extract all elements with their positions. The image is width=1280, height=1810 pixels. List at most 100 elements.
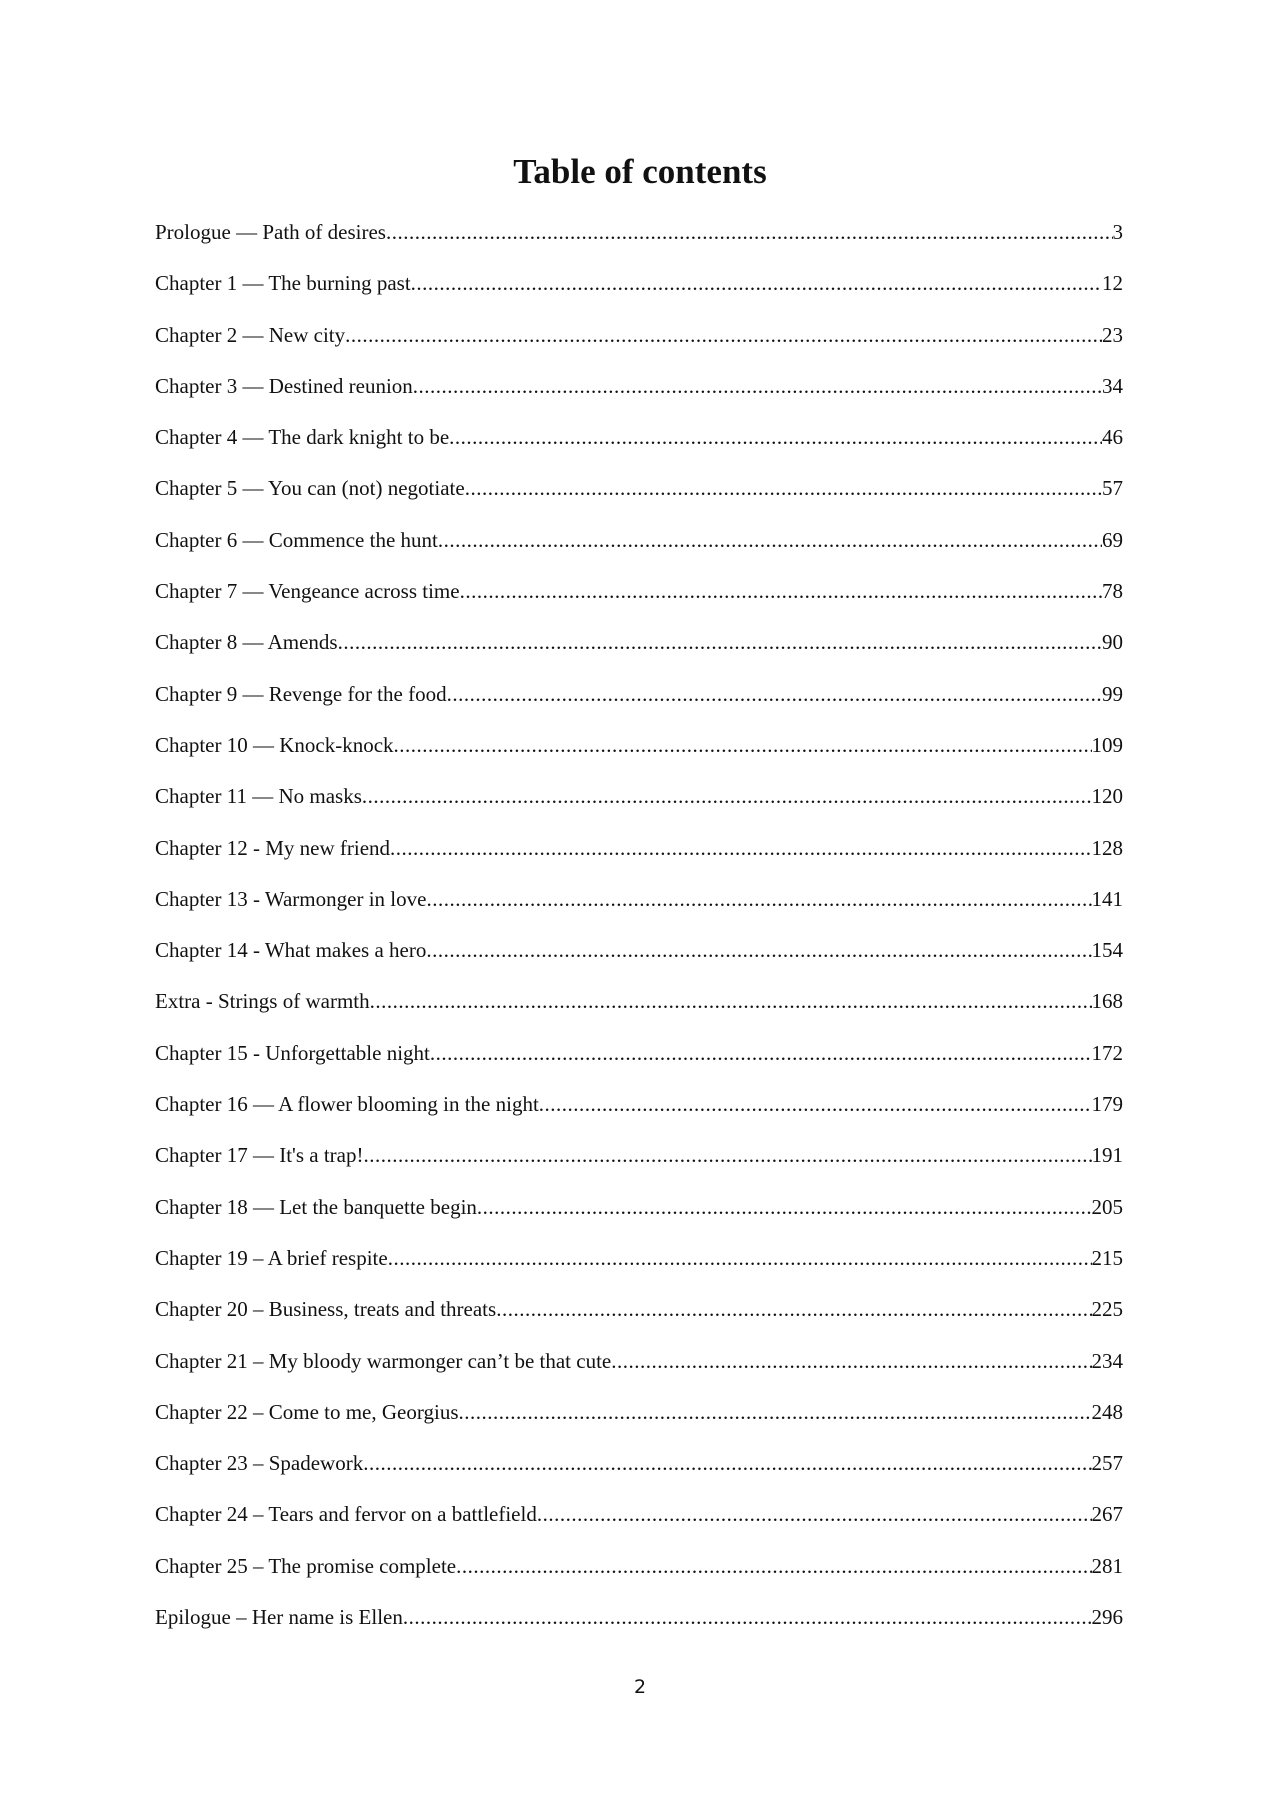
toc-entry[interactable]: Chapter 4 — The dark knight to be 46 — [155, 425, 1123, 476]
toc-entry-page: 168 — [1091, 989, 1124, 1014]
dot-leader — [394, 733, 1092, 758]
dot-leader — [363, 1143, 1091, 1168]
toc-entry[interactable]: Chapter 13 - Warmonger in love 141 — [155, 887, 1123, 938]
toc-entry[interactable]: Chapter 21 – My bloody warmonger can’t b… — [155, 1349, 1123, 1400]
toc-entry-page: 109 — [1091, 732, 1124, 757]
toc-entry[interactable]: Chapter 19 – A brief respite 215 — [155, 1246, 1123, 1297]
toc-entry-page: 57 — [1102, 476, 1123, 501]
toc-entry-page: 191 — [1091, 1143, 1124, 1168]
toc-entry-label: Chapter 6 — Commence the hunt — [155, 527, 438, 552]
dot-leader — [388, 1246, 1092, 1271]
toc-entry-label: Extra - Strings of warmth — [155, 989, 370, 1014]
toc-entry-page: 234 — [1091, 1348, 1124, 1373]
toc-entry[interactable]: Chapter 1 — The burning past 12 — [155, 271, 1123, 322]
dot-leader — [363, 1451, 1091, 1476]
toc-entry-page: 78 — [1102, 579, 1123, 604]
toc-entry-page: 205 — [1091, 1194, 1124, 1219]
dot-leader — [456, 1554, 1091, 1579]
toc-entry[interactable]: Chapter 12 - My new friend 128 — [155, 836, 1123, 887]
toc-entry-label: Chapter 13 - Warmonger in love — [155, 886, 427, 911]
toc-entry-label: Chapter 11 — No masks — [155, 784, 362, 809]
toc-entry-page: 257 — [1091, 1451, 1124, 1476]
toc-entry-label: Chapter 8 — Amends — [155, 630, 338, 655]
toc-entry[interactable]: Chapter 8 — Amends 90 — [155, 630, 1123, 681]
toc-entry-label: Chapter 23 – Spadework — [155, 1451, 364, 1476]
dot-leader — [460, 579, 1102, 604]
toc-entry[interactable]: Chapter 14 - What makes a hero 154 — [155, 938, 1123, 989]
toc-entry-page: 172 — [1091, 1040, 1124, 1065]
toc-entry-label: Chapter 12 - My new friend — [155, 835, 391, 860]
toc-entry[interactable]: Chapter 18 — Let the banquette begin 205 — [155, 1195, 1123, 1246]
dot-leader — [426, 887, 1091, 912]
toc-entry[interactable]: Chapter 24 – Tears and fervor on a battl… — [155, 1502, 1123, 1553]
dot-leader — [370, 989, 1092, 1014]
toc-entry-page: 46 — [1102, 425, 1123, 450]
page-title: Table of contents — [513, 152, 767, 191]
toc-entry-page: 23 — [1102, 322, 1123, 347]
toc-entry[interactable]: Chapter 25 – The promise complete 281 — [155, 1554, 1123, 1605]
toc-entry-label: Chapter 4 — The dark knight to be — [155, 425, 450, 450]
toc-entry-page: 296 — [1091, 1605, 1124, 1630]
toc-entry-label: Chapter 9 — Revenge for the food — [155, 681, 447, 706]
dot-leader — [611, 1349, 1091, 1374]
toc-entry-label: Chapter 3 — Destined reunion — [155, 373, 413, 398]
toc-entry-label: Chapter 7 — Vengeance across time — [155, 579, 460, 604]
toc-entry-label: Chapter 22 – Come to me, Georgius — [155, 1399, 459, 1424]
toc-entry-page: 128 — [1091, 835, 1124, 860]
toc-entry[interactable]: Chapter 20 – Business, treats and threat… — [155, 1297, 1123, 1348]
toc-entry-page: 34 — [1102, 373, 1123, 398]
toc-entry[interactable]: Chapter 5 — You can (not) negotiate 57 — [155, 476, 1123, 527]
dot-leader — [539, 1092, 1092, 1117]
toc-entry-label: Chapter 15 - Unforgettable night — [155, 1040, 430, 1065]
toc-entry-label: Chapter 25 – The promise complete — [155, 1553, 457, 1578]
toc-entry-page: 248 — [1091, 1399, 1124, 1424]
toc-entry[interactable]: Chapter 23 – Spadework 257 — [155, 1451, 1123, 1502]
toc-entry-page: 12 — [1102, 271, 1123, 296]
toc-entry-page: 99 — [1102, 681, 1123, 706]
toc-entry[interactable]: Chapter 3 — Destined reunion 34 — [155, 374, 1123, 425]
page-number: 2 — [633, 1676, 647, 1698]
dot-leader — [447, 682, 1102, 707]
toc-entry-page: 3 — [1112, 220, 1124, 244]
dot-leader — [403, 1605, 1092, 1630]
toc-entry[interactable]: Chapter 7 — Vengeance across time 78 — [155, 579, 1123, 630]
toc-entry[interactable]: Prologue — Path of desires 3 — [155, 220, 1123, 271]
dot-leader — [465, 476, 1102, 501]
dot-leader — [390, 836, 1091, 861]
dot-leader — [537, 1502, 1092, 1527]
toc-entry[interactable]: Chapter 2 — New city 23 — [155, 323, 1123, 374]
toc-entry[interactable]: Extra - Strings of warmth 168 — [155, 989, 1123, 1040]
toc-entry-label: Chapter 20 – Business, treats and threat… — [155, 1297, 497, 1322]
toc-entry-label: Chapter 2 — New city — [155, 322, 346, 347]
dot-leader — [430, 1041, 1092, 1066]
dot-leader — [345, 323, 1102, 348]
toc-entry[interactable]: Chapter 11 — No masks 120 — [155, 784, 1123, 835]
toc-entry-label: Chapter 5 — You can (not) negotiate — [155, 476, 465, 501]
dot-leader — [496, 1297, 1091, 1322]
toc-entry[interactable]: Chapter 9 — Revenge for the food 99 — [155, 682, 1123, 733]
dot-leader — [413, 374, 1102, 399]
toc-entry-label: Chapter 10 — Knock-knock — [155, 732, 394, 757]
toc-entry-label: Chapter 14 - What makes a hero — [155, 938, 427, 963]
toc-entry[interactable]: Chapter 22 – Come to me, Georgius 248 — [155, 1400, 1123, 1451]
toc-entry[interactable]: Epilogue – Her name is Ellen 296 — [155, 1605, 1123, 1656]
toc-entry-page: 90 — [1102, 630, 1123, 655]
toc-entry-page: 120 — [1091, 784, 1124, 809]
table-of-contents: Prologue — Path of desires 3 Chapter 1 — T… — [155, 220, 1123, 1656]
toc-entry[interactable]: Chapter 6 — Commence the hunt 69 — [155, 528, 1123, 579]
toc-entry[interactable]: Chapter 16 — A flower blooming in the ni… — [155, 1092, 1123, 1143]
dot-leader — [477, 1195, 1092, 1220]
toc-entry-label: Chapter 21 – My bloody warmonger can’t b… — [155, 1348, 612, 1373]
toc-entry-label: Chapter 1 — The burning past — [155, 271, 411, 296]
toc-entry[interactable]: Chapter 15 - Unforgettable night 172 — [155, 1041, 1123, 1092]
toc-entry-label: Chapter 17 — It's a trap! — [155, 1143, 364, 1168]
dot-leader — [426, 938, 1091, 963]
toc-entry-page: 215 — [1091, 1245, 1124, 1270]
toc-entry-page: 141 — [1091, 886, 1124, 911]
toc-entry[interactable]: Chapter 10 — Knock-knock 109 — [155, 733, 1123, 784]
toc-entry[interactable]: Chapter 17 — It's a trap! 191 — [155, 1143, 1123, 1194]
dot-leader — [386, 220, 1113, 245]
toc-entry-label: Prologue — Path of desires — [155, 220, 386, 244]
dot-leader — [411, 271, 1102, 296]
dot-leader — [449, 425, 1102, 450]
